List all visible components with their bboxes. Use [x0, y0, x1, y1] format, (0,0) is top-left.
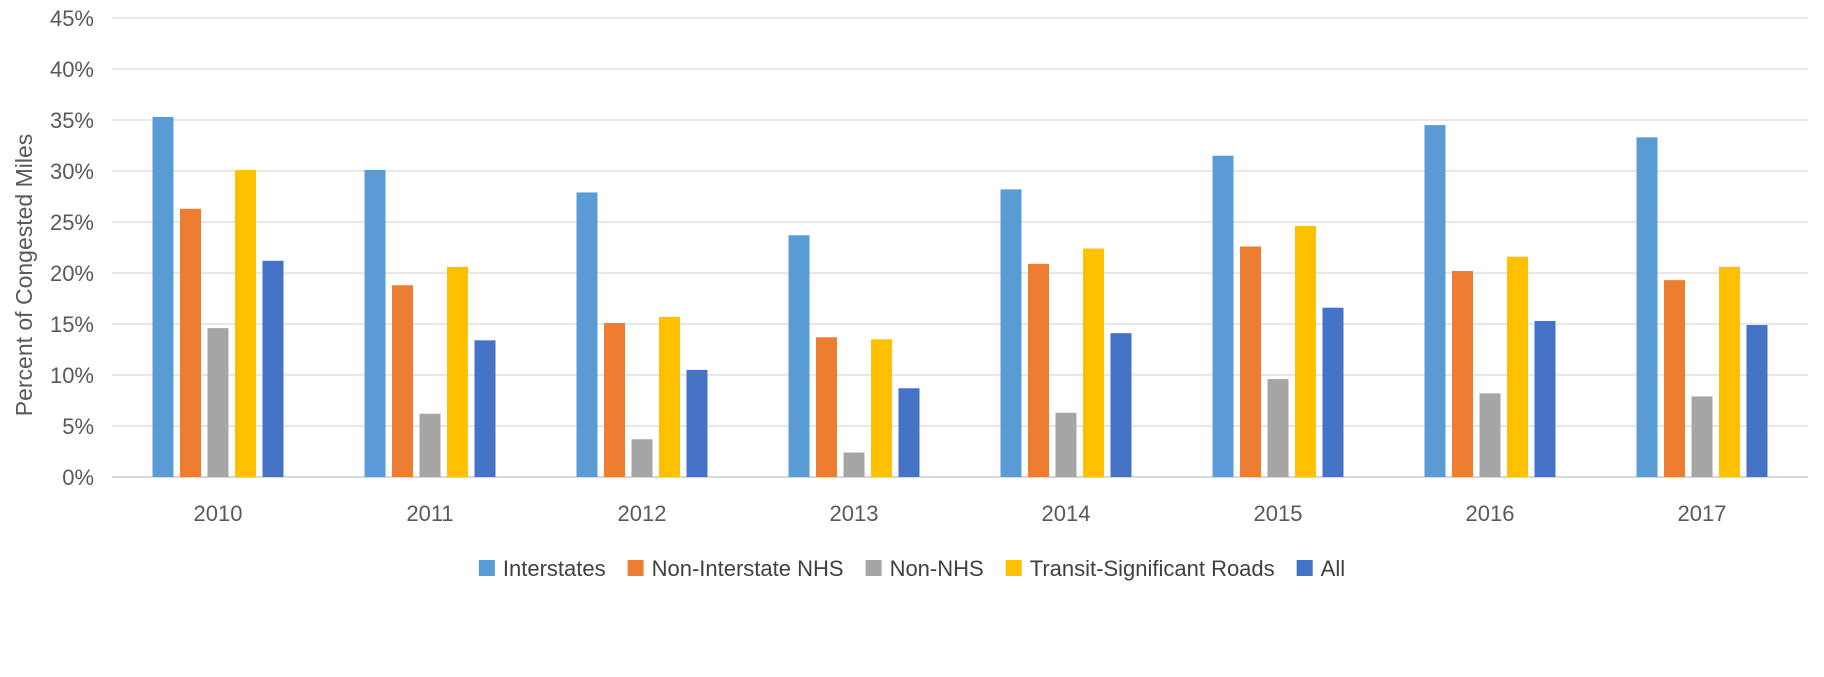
- y-tick-label: 25%: [50, 210, 94, 235]
- bar-non-nhs-2012: [631, 439, 653, 477]
- x-tick-label: 2015: [1254, 501, 1303, 526]
- bar-all-2010: [262, 260, 284, 477]
- bar-all-2014: [1110, 333, 1132, 477]
- bar-non-interstate-nhs-2011: [392, 285, 413, 477]
- bar-interstates-2011: [364, 169, 386, 478]
- x-tick-label: 2011: [406, 501, 453, 526]
- bar-all-2016: [1534, 320, 1556, 477]
- x-tick-label: 2010: [194, 501, 243, 526]
- x-tick-label: 2014: [1042, 501, 1091, 526]
- bar-transit-significant-roads-2010: [235, 169, 256, 478]
- legend-item: Non-Interstate NHS: [627, 556, 844, 581]
- bar-non-interstate-nhs-2016: [1452, 270, 1473, 477]
- bar-non-nhs-2013: [843, 452, 865, 477]
- bar-transit-significant-roads-2016: [1507, 256, 1528, 477]
- y-tick-label: 35%: [50, 108, 94, 133]
- y-tick-label: 20%: [50, 261, 94, 286]
- y-tick-label: 40%: [50, 57, 94, 82]
- bar-non-interstate-nhs-2017: [1664, 280, 1685, 477]
- bar-all-2012: [686, 369, 708, 477]
- bar-interstates-2014: [1000, 189, 1022, 478]
- legend-item: Interstates: [478, 556, 606, 581]
- bars: [152, 116, 1768, 478]
- bar-non-nhs-2015: [1267, 379, 1289, 477]
- legend-item: Non-NHS: [865, 556, 984, 581]
- y-tick-label: 30%: [50, 159, 94, 184]
- bar-transit-significant-roads-2014: [1083, 248, 1104, 477]
- bar-non-nhs-2010: [207, 328, 229, 477]
- bar-non-interstate-nhs-2012: [604, 322, 625, 477]
- bar-transit-significant-roads-2013: [871, 339, 892, 477]
- y-tick-label: 0%: [62, 465, 94, 490]
- bar-all-2011: [474, 340, 496, 477]
- legend-label: Transit-Significant Roads: [1030, 556, 1275, 581]
- legend-label: Non-Interstate NHS: [652, 556, 844, 581]
- bar-all-2017: [1746, 325, 1768, 477]
- bar-non-interstate-nhs-2015: [1240, 246, 1261, 477]
- legend-swatch: [627, 560, 644, 576]
- legend-swatch: [478, 560, 495, 576]
- y-tick-label: 45%: [50, 6, 94, 31]
- x-tick-label: 2012: [618, 501, 667, 526]
- legend-swatch: [865, 560, 882, 576]
- bar-non-interstate-nhs-2010: [180, 208, 201, 478]
- bar-transit-significant-roads-2017: [1719, 266, 1740, 477]
- axes: Percent of Congested Miles 0% 5% 10% 15% 20%…: [11, 6, 1726, 526]
- legend-swatch: [1005, 560, 1022, 576]
- y-tick-label: 5%: [62, 414, 94, 439]
- bar-transit-significant-roads-2015: [1295, 226, 1316, 477]
- legend-item: Transit-Significant Roads: [1005, 556, 1275, 581]
- x-tick-label: 2016: [1466, 501, 1515, 526]
- x-tick-label: 2013: [830, 501, 879, 526]
- bar-interstates-2010: [152, 116, 174, 477]
- bar-all-2015: [1322, 307, 1344, 477]
- bar-interstates-2012: [576, 192, 598, 478]
- bar-interstates-2015: [1212, 155, 1234, 477]
- bar-non-nhs-2017: [1691, 396, 1713, 477]
- y-tick-label: 10%: [50, 363, 94, 388]
- x-tick-label: 2017: [1678, 501, 1727, 526]
- bar-non-nhs-2011: [419, 413, 441, 477]
- legend-label: Non-NHS: [890, 556, 984, 581]
- legend-label: Interstates: [503, 556, 606, 581]
- bar-transit-significant-roads-2012: [659, 316, 680, 477]
- legend-item: All: [1296, 556, 1345, 581]
- bar-interstates-2013: [788, 235, 810, 477]
- bar-transit-significant-roads-2011: [447, 266, 468, 477]
- y-tick-label: 15%: [50, 312, 94, 337]
- bar-interstates-2017: [1636, 137, 1658, 477]
- y-axis-title: Percent of Congested Miles: [11, 134, 37, 417]
- bar-non-nhs-2016: [1479, 393, 1501, 477]
- bar-non-interstate-nhs-2014: [1028, 263, 1049, 477]
- bar-non-nhs-2014: [1055, 412, 1077, 477]
- legend-swatch: [1296, 560, 1313, 576]
- legend: Interstates Non-Interstate NHS Non-NHS Tran…: [478, 556, 1345, 581]
- bar-all-2013: [898, 388, 920, 477]
- bar-non-interstate-nhs-2013: [816, 337, 837, 477]
- legend-label: All: [1321, 556, 1345, 581]
- bar-interstates-2016: [1424, 125, 1446, 477]
